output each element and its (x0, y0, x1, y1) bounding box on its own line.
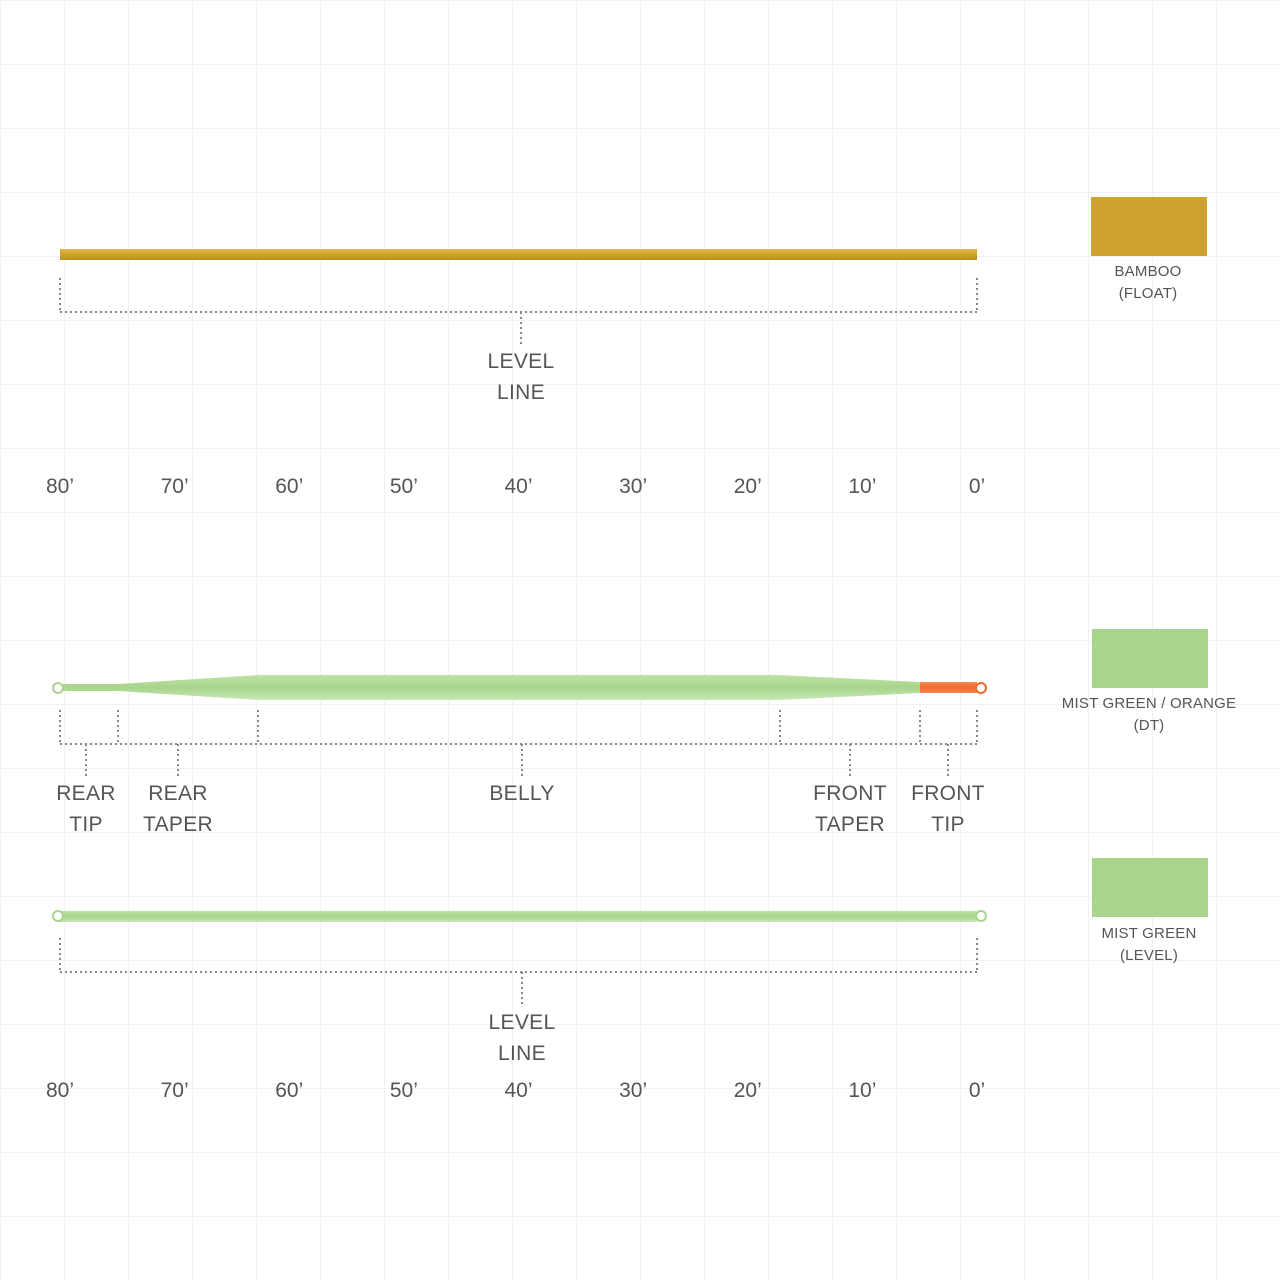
axis3-tick-5: 30’ (619, 1079, 648, 1102)
axis1-tick-8: 0’ (968, 475, 986, 498)
level-line-bracket-1 (59, 278, 978, 346)
mist-green-swatch-label-line2: (LEVEL) (1119, 947, 1179, 964)
axis1-tick-4: 40’ (504, 475, 533, 498)
axis3-tick-2: 60’ (275, 1079, 304, 1102)
rear-loop-level (52, 910, 64, 922)
axis1-tick-6: 20’ (733, 475, 762, 498)
front-loop (975, 682, 987, 694)
bamboo-swatch-label: BAMBOO (FLOAT) (1048, 261, 1248, 305)
level-line-bracket-3 (59, 938, 978, 1006)
axis3-tick-7: 10’ (848, 1079, 877, 1102)
axis1-tick-7: 10’ (848, 475, 877, 498)
section-label-belly: BELLY (489, 782, 555, 805)
axis3-tick-1: 70’ (160, 1079, 189, 1102)
axis1-tick-1: 70’ (160, 475, 189, 498)
mist-green-orange-swatch-label-line1: MIST GREEN / ORANGE (1061, 695, 1237, 712)
section-label-front-tip: FRONT TIP (911, 782, 985, 836)
bamboo-swatch-label-line2: (FLOAT) (1118, 285, 1178, 302)
axis1-tick-2: 60’ (275, 475, 304, 498)
bamboo-level-line (60, 249, 977, 260)
mist-green-color-swatch (1092, 858, 1208, 917)
axis1-tick-3: 50’ (389, 475, 418, 498)
section-label-rear-taper: REAR TAPER (143, 782, 213, 836)
axis3-tick-8: 0’ (968, 1079, 986, 1102)
orange-front-tip (920, 682, 977, 693)
axis3-tick-0: 80’ (45, 1079, 75, 1102)
mist-green-level-line (60, 911, 977, 922)
axis3-tick-6: 20’ (733, 1079, 762, 1102)
front-loop-level (975, 910, 987, 922)
axis1-tick-5: 30’ (619, 475, 648, 498)
section-label-front-taper: FRONT TAPER (813, 782, 887, 836)
mist-green-orange-swatch-label-line2: (DT) (1133, 717, 1165, 734)
axis3-tick-4: 40’ (504, 1079, 533, 1102)
bamboo-color-swatch (1091, 197, 1207, 256)
mist-green-orange-color-swatch (1092, 629, 1208, 688)
mist-green-orange-swatch-label: MIST GREEN / ORANGE (DT) (1049, 693, 1249, 737)
taper-section-brackets (59, 710, 978, 778)
axis1-tick-0: 80’ (45, 475, 75, 498)
axis3-tick-3: 50’ (389, 1079, 418, 1102)
section-label-level-line-3: LEVEL LINE (488, 1011, 556, 1065)
section-label-level-line-1: LEVEL LINE (487, 350, 555, 404)
section-label-rear-tip: REAR TIP (56, 782, 116, 836)
rear-loop (52, 682, 64, 694)
bamboo-swatch-label-line1: BAMBOO (1114, 263, 1182, 280)
double-taper-line (60, 675, 920, 700)
mist-green-swatch-label-line1: MIST GREEN (1101, 925, 1197, 942)
mist-green-swatch-label: MIST GREEN (LEVEL) (1049, 923, 1249, 967)
